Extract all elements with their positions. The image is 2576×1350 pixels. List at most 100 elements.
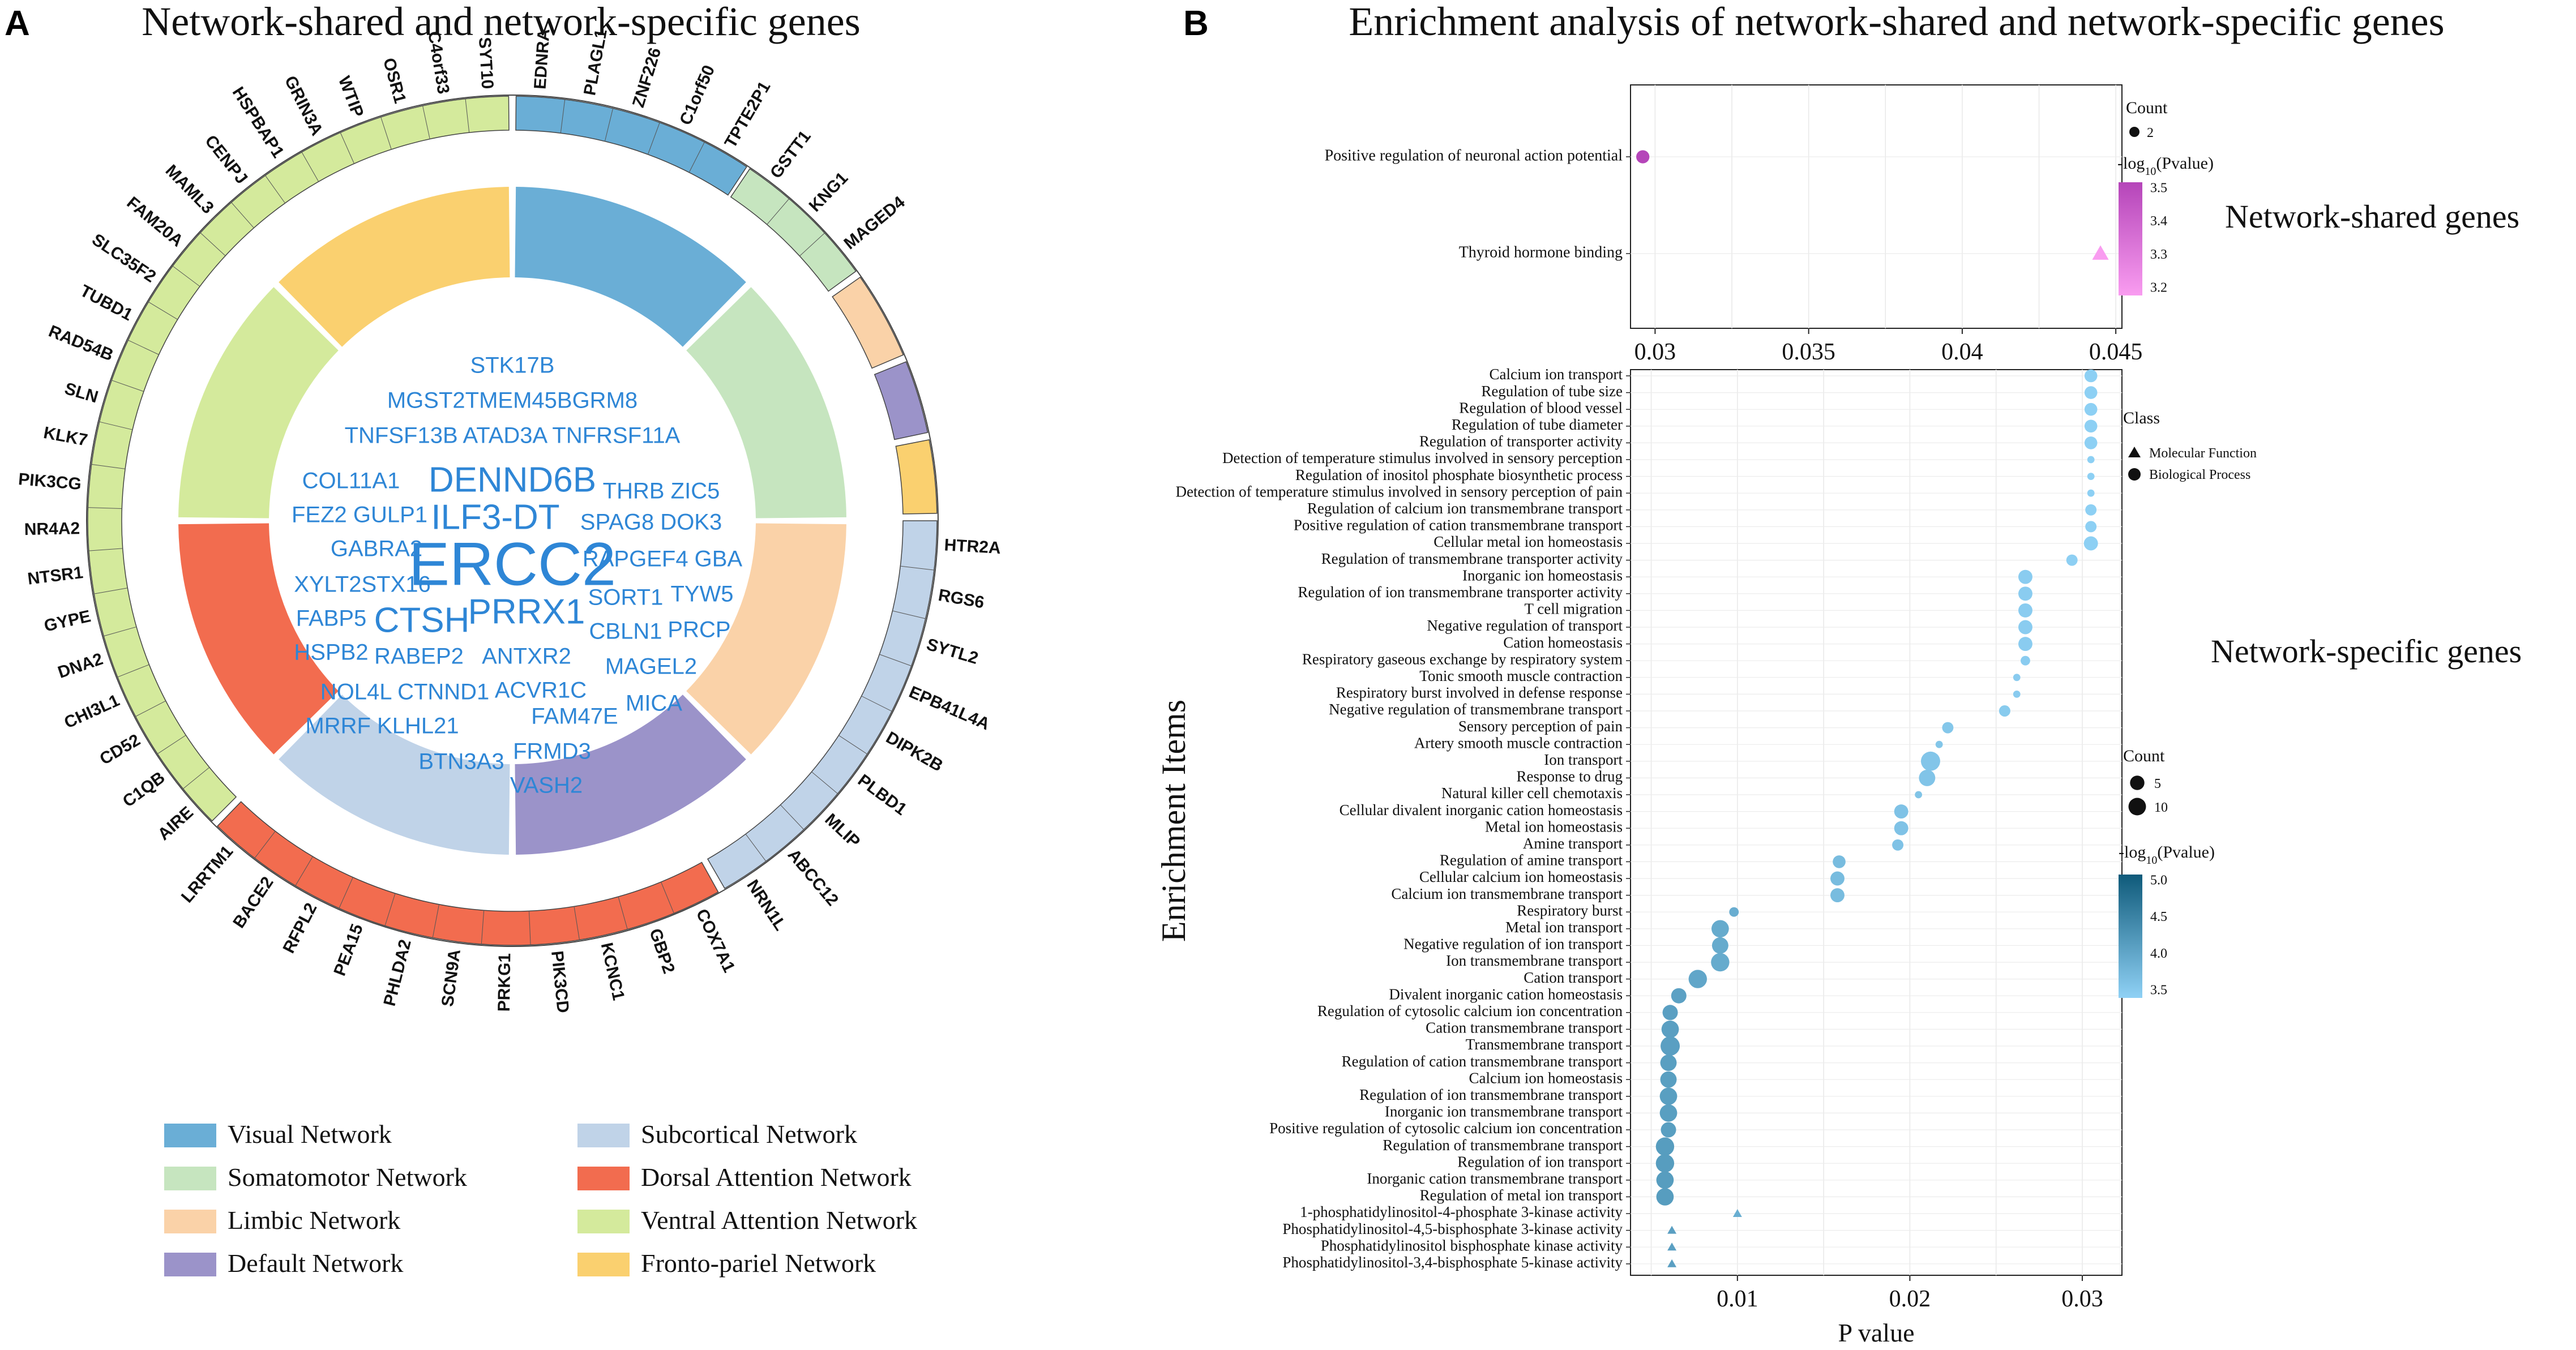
inner-network-ring (178, 187, 846, 855)
term-label-response-to-drug: Response to drug (1517, 768, 1623, 785)
term-label-calcium-ion-transport: Calcium ion transport (1490, 366, 1623, 383)
gene-label-pik3cg: PIK3CG (18, 470, 82, 494)
term-label-tonic-smooth-muscle-contraction: Tonic smooth muscle contraction (1419, 667, 1623, 684)
gene-label-slc35f2: SLC35F2 (88, 230, 159, 286)
cloud-word-spag8-dok3: SPAG8 DOK3 (580, 510, 722, 535)
specific-colorbar-tick: 5.0 (2150, 873, 2167, 888)
x-tick-label-0-035: 0.035 (1782, 339, 1835, 365)
gene-circle-plot: EDNRA PLAGL1 ZNF226 C1orf50 TPTE2P1GSTT1KNG1… (18, 28, 1002, 1014)
gene-label-rad54b: RAD54B (46, 322, 116, 365)
panel-a-title: Network-shared and network-specific gene… (142, 0, 861, 44)
gene-divider (183, 767, 210, 789)
point-natural-killer-cell-chemotaxis (1915, 791, 1923, 799)
point-ion-transmembrane-transport (1711, 953, 1730, 972)
shared-plot-term-labels: Positive regulation of neuronal action p… (1325, 147, 1631, 261)
legend-label-fronto-pariel-network: Fronto-pariel Network (641, 1249, 876, 1278)
term-label-detection-of-temperature-stimulus-involved-in-sensory-perception: Detection of temperature stimulus involv… (1222, 449, 1623, 466)
cloud-word-acvr1c: ACVR1C (495, 678, 587, 703)
legend-label-limbic-network: Limbic Network (228, 1206, 400, 1235)
gene-label-phlda2: PHLDA2 (380, 937, 415, 1008)
shared-color-title: -log10(Pvalue) (2117, 154, 2214, 178)
term-label-positive-regulation-of-cation-transmembrane-transport: Positive regulation of cation transmembr… (1294, 517, 1623, 534)
cloud-word-gabra2: GABRA2 (331, 537, 422, 562)
term-label-regulation-of-cation-transmembrane-transport: Regulation of cation transmembrane trans… (1342, 1053, 1623, 1070)
gene-divider (128, 340, 159, 355)
gene-label-gstt1: GSTT1 (767, 127, 815, 182)
gene-label-pea15: PEA15 (330, 922, 367, 979)
point-respiratory-gaseous-exchange-by-respiratory-system (2021, 655, 2030, 666)
shared-plot-legend: Count 2 -log10(Pvalue) 3.5 3.4 3.3 3.2 (2117, 98, 2214, 295)
point-phosphatidylinositol-bisphosphate-kinase-activity (1667, 1242, 1677, 1251)
point-regulation-of-cytosolic-calcium-ion-concentration (1662, 1005, 1678, 1021)
specific-plot-x-ticks: 0.01 0.02 0.03 (1717, 1275, 2103, 1312)
outer-segment-subcortical-network (707, 520, 938, 889)
point-cation-homeostasis (2018, 637, 2032, 652)
cloud-word-cbln1: CBLN1 (589, 619, 662, 644)
gene-label-mlip: MLIP (821, 810, 863, 851)
point-detection-of-temperature-stimulus-involved-in-sensory-perception-of-pain (2087, 489, 2095, 497)
shared-plot-x-ticks: 0.03 0.035 0.04 0.045 (1634, 328, 2142, 365)
legend-swatch-visual-network (164, 1124, 216, 1147)
point-t-cell-migration (2018, 603, 2032, 618)
inner-segment-limbic-network (686, 523, 846, 755)
outer-segment-default-network (874, 361, 928, 440)
gene-divider (265, 175, 285, 204)
gene-label-maged4: MAGED4 (840, 192, 908, 253)
point-inorganic-ion-transmembrane-transport (1659, 1104, 1678, 1122)
point-respiratory-burst-involved-in-defense-response (2013, 691, 2021, 698)
specific-count-key (2128, 798, 2146, 816)
gene-label-tubd1: TUBD1 (77, 281, 136, 324)
term-label-detection-of-temperature-stimulus-involved-in-sensory-perception-of-pain: Detection of temperature stimulus involv… (1175, 483, 1623, 500)
legend-swatch-subcortical-network (577, 1124, 630, 1147)
gene-label-dna2: DNA2 (55, 650, 105, 682)
term-label-inorganic-ion-homeostasis: Inorganic ion homeostasis (1462, 567, 1623, 584)
point-transmembrane-transport (1661, 1036, 1680, 1056)
gene-label-rgs6: RGS6 (937, 586, 986, 612)
gene-label-nrn1l: NRN1L (743, 876, 790, 934)
gene-divider (172, 265, 200, 287)
term-label-regulation-of-transporter-activity: Regulation of transporter activity (1419, 433, 1623, 450)
panel-b-letter: B (1183, 4, 1209, 43)
point-cation-transmembrane-transport (1661, 1021, 1679, 1038)
term-label-regulation-of-ion-transmembrane-transporter-activity: Regulation of ion transmembrane transpor… (1298, 584, 1623, 601)
network-legend: Visual Network Subcortical Network Somatom… (164, 1120, 917, 1278)
gene-divider (91, 464, 126, 469)
term-label-regulation-of-metal-ion-transport: Regulation of metal ion transport (1420, 1187, 1623, 1204)
gene-label-gype: GYPE (42, 607, 93, 636)
specific-colorbar-tick: 4.0 (2150, 946, 2167, 961)
gene-divider (892, 610, 926, 619)
outer-segment-dorsal-attention-network (216, 801, 719, 946)
term-label-sensory-perception-of-pain: Sensory perception of pain (1458, 718, 1623, 735)
legend-swatch-somatomotor-network (164, 1167, 216, 1190)
network-shared-label: Network-shared genes (2225, 198, 2519, 235)
gene-label-cox7a1: COX7A1 (692, 906, 739, 975)
specific-colorbar-tick: 4.5 (2150, 910, 2167, 924)
cloud-word-frmd3: FRMD3 (513, 739, 591, 764)
cloud-word-xylt2stx16: XYLT2STX16 (294, 572, 431, 597)
specific-color-title: -log10(Pvalue) (2119, 843, 2215, 867)
term-label-phosphatidylinositol-3-4-bisphosphate-5-kinase-activity: Phosphatidylinositol-3,4-bisphosphate 5-… (1282, 1254, 1623, 1271)
gene-divider (900, 565, 934, 571)
gene-label-htr2a: HTR2A (944, 535, 1002, 558)
x-axis-title: P value (1838, 1318, 1915, 1347)
gene-label-znf226: ZNF226 (629, 45, 665, 109)
point-inorganic-cation-transmembrane-transport (1656, 1171, 1674, 1189)
term-label-positive-regulation-of-neuronal-action-potential: Positive regulation of neuronal action p… (1325, 147, 1623, 164)
gene-divider (112, 380, 144, 392)
point-positive-regulation-of-cation-transmembrane-transport (2085, 521, 2097, 533)
term-label-artery-smooth-muscle-contraction: Artery smooth muscle contraction (1414, 734, 1623, 751)
legend-label-ventral-attention-network: Ventral Attention Network (641, 1206, 917, 1235)
gene-divider (384, 893, 396, 926)
class-key-circle (2128, 468, 2141, 481)
point-regulation-of-metal-ion-transport (1656, 1188, 1674, 1206)
term-label-metal-ion-transport: Metal ion transport (1505, 919, 1623, 936)
x-tick-label-0-03: 0.03 (2061, 1286, 2103, 1312)
gene-divider (574, 906, 580, 940)
gene-label-klk7: KLK7 (42, 423, 89, 450)
cloud-word-antxr2: ANTXR2 (482, 644, 571, 669)
term-label-negative-regulation-of-transport: Negative regulation of transport (1427, 617, 1623, 634)
point-regulation-of-transporter-activity (2084, 436, 2098, 449)
point-thyroid-hormone-binding (2092, 245, 2109, 260)
gene-divider (422, 105, 430, 139)
term-label-phosphatidylinositol-bisphosphate-kinase-activity: Phosphatidylinositol bisphosphate kinase… (1321, 1237, 1623, 1254)
